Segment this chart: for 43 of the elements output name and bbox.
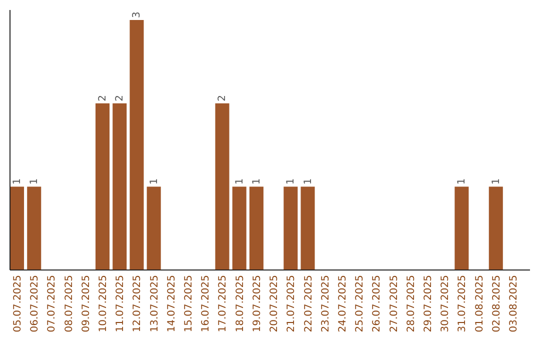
x-tick-label: 09.07.2025 (80, 275, 92, 332)
x-tick-label: 29.07.2025 (422, 275, 434, 332)
data-label: 1 (302, 178, 314, 185)
x-tick-label: 27.07.2025 (388, 275, 400, 332)
data-label: 2 (217, 94, 228, 102)
x-tick-label: 10.07.2025 (98, 275, 110, 332)
x-tick-label: 06.07.2025 (30, 275, 41, 332)
data-label: 2 (114, 94, 126, 102)
data-label: 2 (98, 94, 109, 102)
x-tick-label: 13.07.2025 (149, 275, 160, 332)
x-tick-label: 28.07.2025 (406, 275, 417, 332)
x-tick-label: 31.07.2025 (457, 275, 468, 332)
data-label: 1 (12, 178, 24, 185)
x-tick-label: 25.07.2025 (354, 275, 366, 332)
x-tick-label: 03.08.2025 (508, 275, 520, 332)
x-tick-label: 05.07.2025 (12, 275, 24, 332)
x-tick-label: 18.07.2025 (234, 275, 246, 332)
data-label: 1 (456, 178, 468, 185)
x-tick-label: 20.07.2025 (269, 275, 280, 332)
data-label: 1 (148, 178, 160, 185)
data-label: 1 (29, 178, 40, 185)
data-label: 3 (132, 12, 143, 18)
x-tick-label: 21.07.2025 (286, 275, 298, 332)
x-tick-label: 19.07.2025 (252, 275, 263, 332)
x-tick-label: 26.07.2025 (372, 275, 383, 332)
x-tick-label: 02.08.2025 (491, 275, 502, 332)
data-label: 1 (286, 178, 297, 185)
data-label: 1 (234, 178, 246, 185)
x-tick-label: 24.07.2025 (337, 275, 348, 332)
x-tick-label: 16.07.2025 (200, 275, 212, 332)
x-tick-label: 07.07.2025 (46, 275, 58, 332)
x-tick-label: 15.07.2025 (184, 275, 195, 332)
x-tick-label: 12.07.2025 (132, 275, 144, 332)
x-tick-label: 14.07.2025 (166, 275, 178, 332)
data-label: 1 (490, 178, 502, 185)
x-tick-label: 08.07.2025 (64, 275, 75, 332)
x-tick-label: 23.07.2025 (320, 275, 332, 332)
x-tick-label: 22.07.2025 (303, 275, 314, 332)
x-tick-label: 17.07.2025 (218, 275, 229, 332)
x-tick-label: 30.07.2025 (440, 275, 452, 332)
x-tick-label: 11.07.2025 (115, 275, 126, 332)
x-tick-label: 01.08.2025 (474, 275, 486, 332)
data-label: 1 (251, 178, 262, 185)
